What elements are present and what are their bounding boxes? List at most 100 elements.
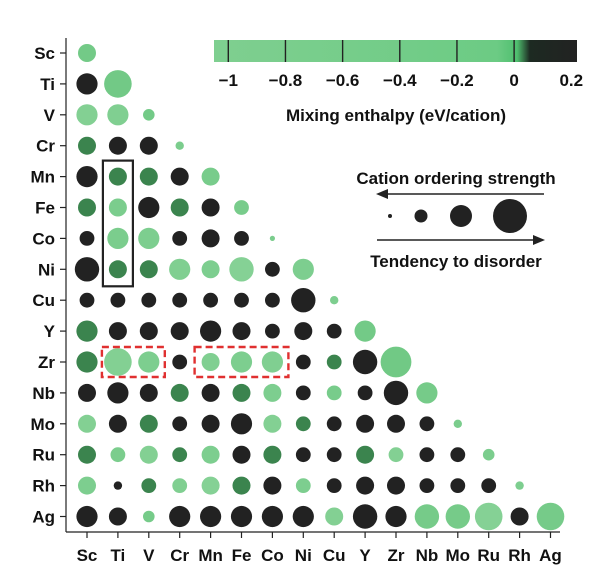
bubble-zr-mn (201, 353, 220, 371)
y-tick-label: V (44, 106, 56, 125)
bubble-cu-mn (203, 292, 219, 308)
bubble-nb-nb (416, 382, 438, 404)
bubble-zr-y (352, 349, 378, 375)
bubble-ru-mn (201, 445, 220, 464)
bubble-ag-y (352, 504, 378, 529)
bubble-cu-cu (330, 296, 339, 305)
bubble-co-ti (107, 227, 129, 249)
colorbar-tick-label: −1 (219, 71, 238, 90)
bubble-ag-rh (510, 507, 529, 526)
bubble-rh-cu (326, 478, 342, 493)
bubble-nb-ti (107, 382, 129, 404)
x-tick-label: Ru (477, 546, 500, 565)
bubble-v-ti (107, 104, 129, 126)
bubble-ru-fe (232, 445, 251, 464)
y-axis-ticks: Sc Ti V Cr Mn Fe Co Ni Cu Y Zr Nb Mo Ru Rh Ag (30, 44, 66, 527)
bubble-cu-co (265, 292, 280, 308)
bubble-ru-cu (326, 447, 342, 463)
bubble-nb-cu (326, 385, 342, 401)
bubble-ru-ti (110, 447, 126, 463)
bubble-co-mn (201, 229, 220, 248)
bubble-ti-ti (104, 70, 132, 98)
x-tick-label: Rh (508, 546, 531, 565)
x-tick-label: Cr (170, 546, 189, 565)
bubble-fe-cr (170, 198, 189, 217)
legend-bubbles (388, 199, 527, 233)
colorbar-gradient (214, 40, 577, 62)
y-tick-label: Mo (30, 415, 55, 434)
bubble-cu-cr (172, 292, 188, 308)
x-tick-label: V (143, 546, 155, 565)
bubble-rh-v (141, 478, 157, 493)
bubble-mo-cu (326, 416, 342, 432)
bubble-ag-ag (536, 502, 565, 531)
bubble-y-cu (326, 323, 342, 339)
bubble-mo-fe (230, 413, 253, 435)
x-tick-label: Ni (295, 546, 312, 565)
y-tick-label: Sc (34, 44, 55, 63)
bubble-ag-mn (200, 505, 222, 528)
bubble-ag-cr (169, 505, 191, 528)
bubble-ru-zr (388, 447, 404, 463)
x-tick-label: Sc (77, 546, 98, 565)
bubble-y-y (354, 320, 376, 342)
y-tick-label: Mn (30, 168, 55, 187)
legend-top-arrowhead (376, 189, 388, 199)
bubble-ru-v (139, 445, 158, 464)
bubble-cr-v (139, 136, 158, 155)
bubble-ag-co (261, 505, 283, 528)
x-tick-label: Mn (198, 546, 223, 565)
bubble-cu-sc (79, 292, 95, 308)
y-tick-label: Nb (32, 384, 55, 403)
y-tick-label: Zr (38, 353, 55, 372)
bubble-ag-sc (76, 505, 98, 528)
bubble-ru-ru (482, 448, 495, 461)
bubble-rh-sc (78, 476, 96, 495)
bubble-fe-ti (108, 198, 127, 217)
bubble-mo-mo (453, 419, 462, 428)
bubble-ni-fe (229, 257, 254, 282)
bubble-cu-ti (110, 292, 126, 308)
bubble-mn-v (139, 167, 158, 186)
bubble-y-fe (232, 322, 251, 341)
bubble-cr-cr (175, 141, 184, 150)
bubble-rh-y (356, 476, 375, 495)
bubble-ni-sc (74, 257, 100, 282)
bubble-ni-mn (201, 260, 220, 279)
bubble-rh-nb (419, 478, 435, 493)
bubble-mo-y (356, 414, 375, 433)
bubble-mo-ni (295, 416, 311, 432)
bubble-y-v (139, 322, 158, 341)
bubble-ag-ni (292, 505, 314, 528)
bubble-sc-sc (78, 44, 96, 62)
bubble-nb-sc (78, 383, 96, 402)
red-dashed-highlight-box (193, 345, 290, 379)
bubble-rh-ti (113, 481, 123, 490)
y-tick-label: Rh (32, 477, 55, 496)
x-tick-label: Fe (232, 546, 252, 565)
bubble-co-sc (79, 231, 95, 246)
legend-bottom-arrowhead (533, 235, 545, 245)
colorbar-tick-label: 0.2 (559, 71, 583, 90)
bubble-ru-mo (450, 447, 466, 463)
colorbar-tick-label: −0.6 (326, 71, 360, 90)
legend-bottom-label: Tendency to disorder (370, 252, 542, 271)
x-tick-label: Ti (110, 546, 125, 565)
bubble-ru-cr (172, 447, 188, 463)
legend-bubble (388, 214, 392, 218)
bubble-y-sc (76, 320, 98, 342)
bubble-ru-sc (78, 445, 96, 464)
y-tick-label: Cu (32, 291, 55, 310)
bubble-ag-v (143, 510, 155, 523)
bubble-mo-sc (78, 414, 96, 433)
bubble-fe-sc (78, 198, 96, 217)
bubble-ag-fe (230, 505, 253, 528)
colorbar: −1 −0.8 −0.6 −0.4 −0.2 0 0.2 Mixing enthalpy (… (214, 40, 583, 125)
x-tick-label: Cu (323, 546, 346, 565)
bubble-ag-zr (385, 505, 407, 528)
bubble-nb-co (263, 383, 282, 402)
bubble-zr-sc (76, 351, 98, 373)
bubble-ag-ti (108, 507, 127, 526)
bubble-rh-mn (201, 476, 220, 495)
bubble-ni-cr (169, 258, 191, 280)
